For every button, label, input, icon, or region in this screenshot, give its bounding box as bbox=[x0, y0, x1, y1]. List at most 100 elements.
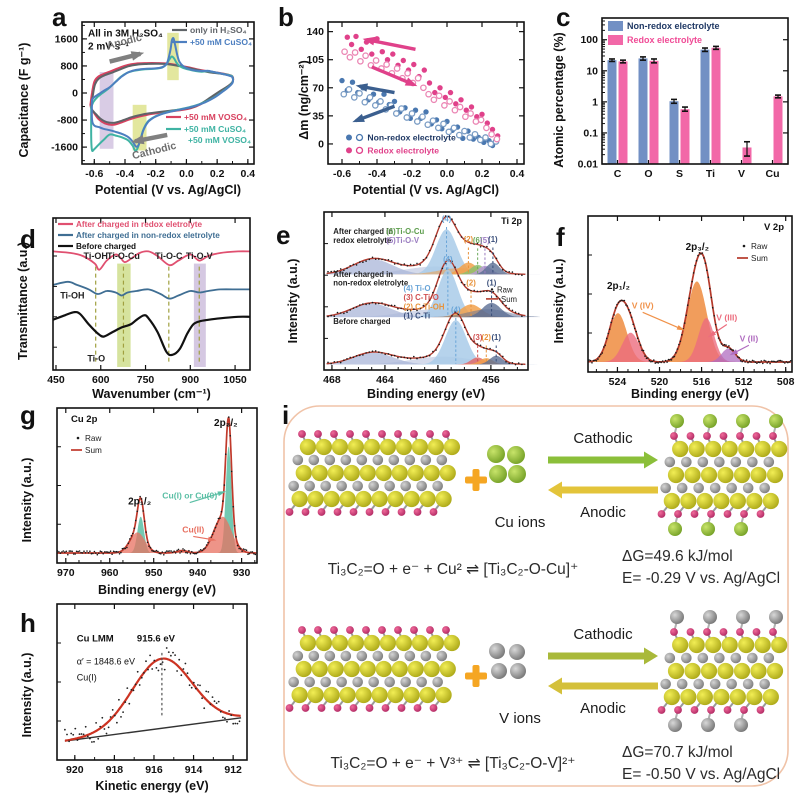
chart-shape bbox=[458, 97, 464, 103]
chart-shape bbox=[66, 733, 68, 736]
chart-shape bbox=[76, 739, 79, 741]
chart-shape bbox=[357, 57, 364, 65]
chart-shape bbox=[660, 678, 671, 690]
chart-shape bbox=[752, 628, 761, 636]
chart-shape bbox=[324, 454, 336, 466]
legend-b: Non-redox electrolyte Redox electrolyte bbox=[346, 133, 456, 155]
chart-shape bbox=[707, 706, 715, 714]
chart-shape bbox=[203, 707, 206, 710]
chart-shape bbox=[71, 550, 73, 553]
chart-shape bbox=[378, 258, 380, 260]
cu-ions-label: Cu ions bbox=[494, 514, 546, 531]
chart-shape bbox=[70, 732, 73, 735]
chart-shape bbox=[320, 676, 331, 688]
chart-shape bbox=[754, 361, 757, 363]
chart-shape bbox=[359, 660, 376, 678]
chart-shape bbox=[411, 438, 429, 456]
chart-shape bbox=[157, 550, 159, 553]
panel-label-e: e bbox=[276, 220, 291, 250]
chart-shape bbox=[196, 551, 199, 554]
chart-shape bbox=[352, 263, 355, 266]
chart-shape bbox=[186, 672, 189, 675]
chart-shape bbox=[738, 440, 755, 458]
chart-shape bbox=[493, 135, 501, 143]
chart-text: 456 bbox=[482, 374, 500, 386]
chart-shape bbox=[670, 628, 678, 636]
y-axis-label-c: Atomic percentage (%) bbox=[552, 32, 566, 168]
chart-shape bbox=[508, 271, 510, 273]
chart-shape bbox=[155, 549, 158, 552]
chart-shape bbox=[719, 432, 728, 440]
chart-shape bbox=[205, 544, 208, 546]
chart-shape bbox=[463, 326, 466, 329]
chart-shape bbox=[217, 700, 220, 703]
chart-shape bbox=[472, 665, 480, 687]
chart-shape bbox=[131, 134, 145, 145]
chart-shape bbox=[365, 260, 367, 262]
ion-cluster bbox=[487, 445, 526, 483]
chart-shape bbox=[397, 308, 399, 310]
chart-shape bbox=[477, 116, 485, 124]
chart-shape bbox=[489, 465, 507, 483]
xps-spectrum: (4) (3) (2) (1) Before charged bbox=[326, 305, 541, 366]
chart-shape bbox=[182, 548, 184, 550]
chart-shape bbox=[607, 332, 609, 335]
chart-shape bbox=[403, 490, 420, 508]
chart-shape bbox=[118, 698, 120, 701]
chart-shape bbox=[548, 451, 658, 469]
schematic-i bbox=[283, 405, 789, 787]
chart-shape bbox=[292, 650, 304, 662]
chart-shape bbox=[120, 551, 122, 554]
chart-shape bbox=[163, 554, 165, 556]
chart-shape bbox=[180, 674, 183, 677]
chart-shape bbox=[105, 551, 107, 553]
chart-text: Raw bbox=[751, 242, 767, 251]
chart-shape bbox=[333, 361, 336, 363]
chart-shape bbox=[729, 492, 746, 510]
chart-shape bbox=[483, 347, 485, 349]
chart-shape bbox=[771, 636, 788, 654]
fit-component bbox=[326, 269, 541, 318]
chart-shape bbox=[751, 359, 754, 362]
chart-shape bbox=[194, 552, 196, 555]
chart-shape bbox=[349, 508, 358, 516]
chart-text: Redox electrolyte bbox=[367, 145, 439, 155]
chart-shape bbox=[723, 706, 732, 714]
chart-text: 0.4 bbox=[241, 168, 256, 180]
chart-shape bbox=[298, 430, 306, 438]
chart-shape bbox=[371, 102, 379, 109]
chart-shape bbox=[285, 704, 294, 712]
chart-shape bbox=[451, 106, 459, 114]
chart-shape bbox=[247, 553, 249, 555]
chart-shape bbox=[508, 307, 510, 310]
chart-shape bbox=[766, 362, 768, 364]
y-axis-label-g: Intensity (a.u.) bbox=[20, 457, 34, 543]
chart-shape bbox=[706, 269, 708, 272]
chart-shape bbox=[391, 660, 408, 678]
chart-shape bbox=[395, 634, 413, 652]
chart-shape bbox=[346, 267, 348, 270]
chart-shape bbox=[308, 454, 320, 466]
chart-shape bbox=[171, 551, 174, 554]
chart-shape bbox=[317, 508, 326, 516]
chart-shape bbox=[356, 90, 363, 97]
chart-shape bbox=[349, 356, 351, 359]
chart-text: V (III) bbox=[716, 313, 737, 323]
chart-shape bbox=[391, 464, 408, 482]
chart-shape bbox=[610, 321, 612, 324]
chart-shape bbox=[323, 686, 340, 704]
chart-shape bbox=[159, 663, 162, 666]
chart-shape bbox=[605, 337, 608, 340]
chart-shape bbox=[320, 480, 331, 492]
chart-shape bbox=[762, 362, 764, 365]
chart-shape bbox=[122, 711, 124, 713]
chart-shape bbox=[372, 57, 380, 64]
chart-shape bbox=[675, 352, 677, 354]
chart-shape bbox=[330, 314, 332, 317]
fit-component bbox=[326, 352, 541, 365]
chart-text: V bbox=[738, 168, 745, 180]
chart-shape bbox=[238, 547, 240, 550]
chart-shape bbox=[722, 344, 724, 347]
chart-shape bbox=[109, 716, 112, 718]
chart-text: Sum bbox=[751, 254, 768, 263]
